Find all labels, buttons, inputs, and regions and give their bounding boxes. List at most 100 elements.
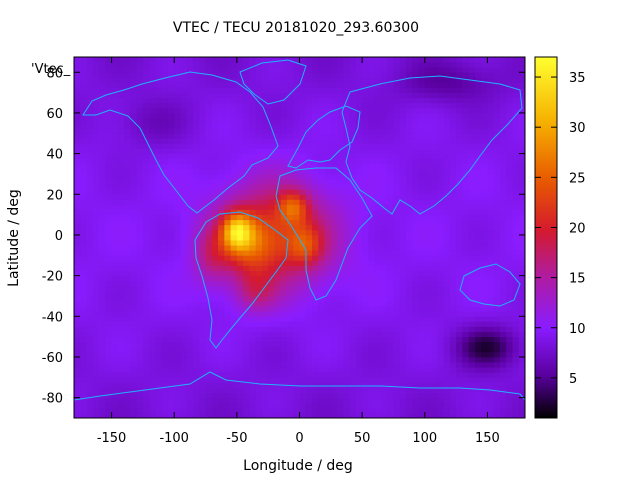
heatmap-cell	[330, 184, 338, 190]
heatmap-cell	[136, 402, 144, 409]
heatmap-cell	[481, 356, 488, 363]
heatmap-cell	[462, 275, 470, 282]
heatmap-cell	[474, 356, 482, 363]
heatmap-cell	[286, 245, 294, 251]
heatmap-cell	[355, 102, 363, 109]
heatmap-cell	[99, 224, 106, 231]
heatmap-cell	[180, 112, 188, 119]
heatmap-cell	[161, 209, 169, 216]
heatmap-cell	[99, 143, 106, 149]
heatmap-cell	[117, 204, 125, 210]
heatmap-cell	[142, 214, 150, 221]
heatmap-cell	[368, 229, 376, 236]
heatmap-cell	[330, 163, 338, 170]
heatmap-cell	[437, 214, 444, 221]
heatmap-cell	[487, 112, 495, 119]
heatmap-cell	[268, 229, 275, 236]
heatmap-cell	[205, 382, 213, 388]
heatmap-cell	[142, 199, 150, 205]
heatmap-cell	[261, 102, 269, 109]
heatmap-cell	[255, 285, 263, 292]
heatmap-cell	[456, 270, 463, 277]
heatmap-cell	[243, 168, 250, 175]
heatmap-cell	[86, 158, 94, 165]
heatmap-cell	[456, 295, 463, 302]
heatmap-cell	[487, 402, 495, 409]
heatmap-cell	[86, 234, 94, 241]
heatmap-cell	[368, 377, 376, 383]
heatmap-cell	[399, 204, 407, 210]
heatmap-cell	[186, 290, 194, 297]
heatmap-cell	[136, 255, 144, 261]
heatmap-cell	[99, 341, 106, 348]
heatmap-cell	[462, 301, 470, 307]
heatmap-cell	[374, 280, 382, 287]
heatmap-cell	[199, 321, 206, 327]
heatmap-cell	[399, 336, 407, 343]
heatmap-cell	[462, 179, 470, 185]
heatmap-cell	[387, 102, 394, 109]
heatmap-cell	[161, 331, 169, 338]
heatmap-cell	[330, 321, 338, 327]
heatmap-cell	[142, 351, 150, 358]
heatmap-cell	[399, 407, 407, 414]
heatmap-cell	[293, 97, 300, 104]
heatmap-cell	[474, 143, 482, 149]
heatmap-cell	[437, 356, 444, 363]
heatmap-cell	[161, 412, 169, 419]
heatmap-cell	[117, 260, 125, 266]
heatmap-cell	[92, 234, 100, 241]
heatmap-cell	[174, 123, 181, 129]
heatmap-cell	[518, 356, 526, 363]
heatmap-cell	[99, 123, 106, 129]
heatmap-cell	[374, 97, 382, 104]
heatmap-cell	[193, 311, 200, 317]
heatmap-cell	[243, 153, 250, 160]
heatmap-cell	[355, 295, 363, 302]
heatmap-cell	[349, 234, 357, 241]
heatmap-cell	[299, 301, 307, 307]
heatmap-cell	[155, 250, 163, 256]
heatmap-cell	[205, 224, 213, 231]
heatmap-cell	[136, 397, 144, 404]
heatmap-cell	[92, 250, 100, 256]
heatmap-cell	[474, 199, 482, 205]
heatmap-cell	[424, 214, 432, 221]
heatmap-cell	[261, 138, 269, 144]
heatmap-cell	[312, 214, 319, 221]
heatmap-cell	[368, 255, 376, 261]
heatmap-cell	[117, 102, 125, 109]
heatmap-cell	[74, 402, 81, 409]
heatmap-cell	[493, 316, 501, 322]
heatmap-cell	[117, 179, 125, 185]
heatmap-cell	[293, 234, 300, 241]
heatmap-cell	[337, 107, 344, 114]
heatmap-cell	[186, 224, 194, 231]
heatmap-cell	[155, 92, 163, 99]
heatmap-cell	[399, 72, 407, 78]
heatmap-cell	[249, 204, 257, 210]
heatmap-cell	[74, 87, 81, 93]
heatmap-cell	[142, 112, 150, 119]
heatmap-cell	[318, 265, 325, 271]
heatmap-cell	[230, 275, 238, 282]
heatmap-cell	[193, 138, 200, 144]
heatmap-cell	[318, 123, 325, 129]
heatmap-cell	[149, 280, 156, 287]
heatmap-cell	[512, 72, 520, 78]
heatmap-cell	[161, 184, 169, 190]
heatmap-cell	[431, 255, 438, 261]
heatmap-cell	[167, 123, 175, 129]
heatmap-cell	[224, 107, 231, 114]
heatmap-cell	[111, 351, 119, 358]
heatmap-cell	[218, 295, 225, 302]
heatmap-cell	[161, 112, 169, 119]
heatmap-cell	[424, 306, 432, 312]
heatmap-cell	[199, 336, 206, 343]
heatmap-cell	[142, 224, 150, 231]
heatmap-cell	[456, 372, 463, 378]
heatmap-cell	[205, 306, 213, 312]
heatmap-cell	[105, 240, 112, 246]
heatmap-cell	[324, 260, 332, 266]
heatmap-cell	[268, 356, 275, 363]
